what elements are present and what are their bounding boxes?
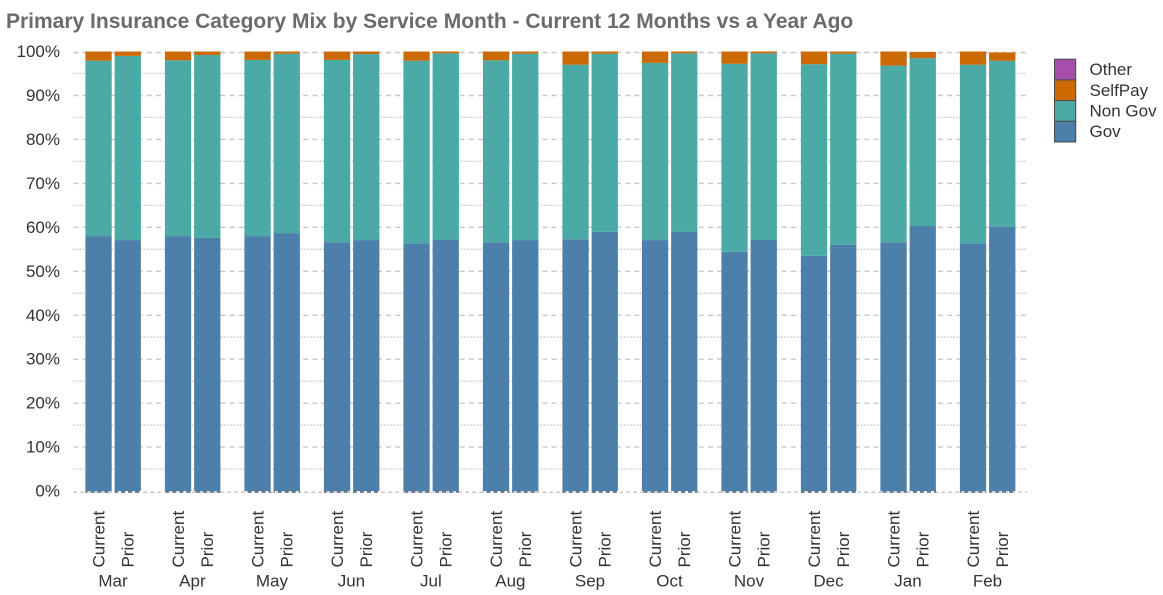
svg-text:Current: Current — [248, 511, 267, 568]
svg-text:Primary Insurance Category Mix: Primary Insurance Category Mix by Servic… — [6, 10, 853, 33]
svg-text:90%: 90% — [26, 86, 60, 105]
svg-text:60%: 60% — [26, 218, 60, 237]
svg-text:Prior: Prior — [198, 531, 217, 567]
svg-text:Current: Current — [89, 511, 108, 568]
svg-text:Current: Current — [884, 511, 903, 568]
svg-text:Prior: Prior — [675, 531, 694, 567]
svg-text:Non Gov: Non Gov — [1090, 101, 1158, 120]
svg-text:Prior: Prior — [834, 531, 853, 567]
svg-text:Mar: Mar — [98, 572, 128, 591]
svg-text:Apr: Apr — [179, 572, 206, 591]
svg-text:10%: 10% — [26, 438, 60, 457]
svg-text:50%: 50% — [26, 262, 60, 281]
svg-text:Dec: Dec — [813, 572, 844, 591]
svg-text:Gov: Gov — [1090, 122, 1122, 141]
svg-text:Prior: Prior — [596, 531, 615, 567]
svg-text:Jun: Jun — [338, 572, 365, 591]
svg-text:Feb: Feb — [973, 572, 1002, 591]
svg-text:Prior: Prior — [516, 531, 535, 567]
svg-text:Prior: Prior — [437, 531, 456, 567]
svg-text:Jul: Jul — [420, 572, 442, 591]
svg-text:SelfPay: SelfPay — [1090, 81, 1149, 100]
svg-text:Jan: Jan — [894, 572, 921, 591]
svg-text:Prior: Prior — [914, 531, 933, 567]
svg-text:40%: 40% — [26, 306, 60, 325]
svg-text:20%: 20% — [26, 394, 60, 413]
svg-text:May: May — [256, 572, 289, 591]
svg-text:Oct: Oct — [656, 572, 683, 591]
svg-text:Prior: Prior — [993, 531, 1012, 567]
svg-text:Aug: Aug — [495, 572, 525, 591]
svg-text:Current: Current — [407, 511, 426, 568]
svg-text:Current: Current — [805, 511, 824, 568]
svg-text:Current: Current — [566, 511, 585, 568]
svg-text:Current: Current — [964, 511, 983, 568]
svg-text:70%: 70% — [26, 174, 60, 193]
svg-text:0%: 0% — [35, 482, 60, 501]
svg-text:Current: Current — [487, 511, 506, 568]
svg-text:Current: Current — [725, 511, 744, 568]
svg-text:30%: 30% — [26, 350, 60, 369]
svg-text:Current: Current — [646, 511, 665, 568]
svg-text:80%: 80% — [26, 130, 60, 149]
svg-text:Current: Current — [328, 511, 347, 568]
svg-text:Prior: Prior — [357, 531, 376, 567]
svg-text:Prior: Prior — [119, 531, 138, 567]
svg-text:Sep: Sep — [575, 572, 605, 591]
svg-text:Nov: Nov — [734, 572, 765, 591]
svg-text:Other: Other — [1090, 60, 1133, 79]
svg-text:Prior: Prior — [278, 531, 297, 567]
svg-text:Prior: Prior — [755, 531, 774, 567]
svg-text:100%: 100% — [17, 42, 60, 61]
svg-text:Current: Current — [169, 511, 188, 568]
